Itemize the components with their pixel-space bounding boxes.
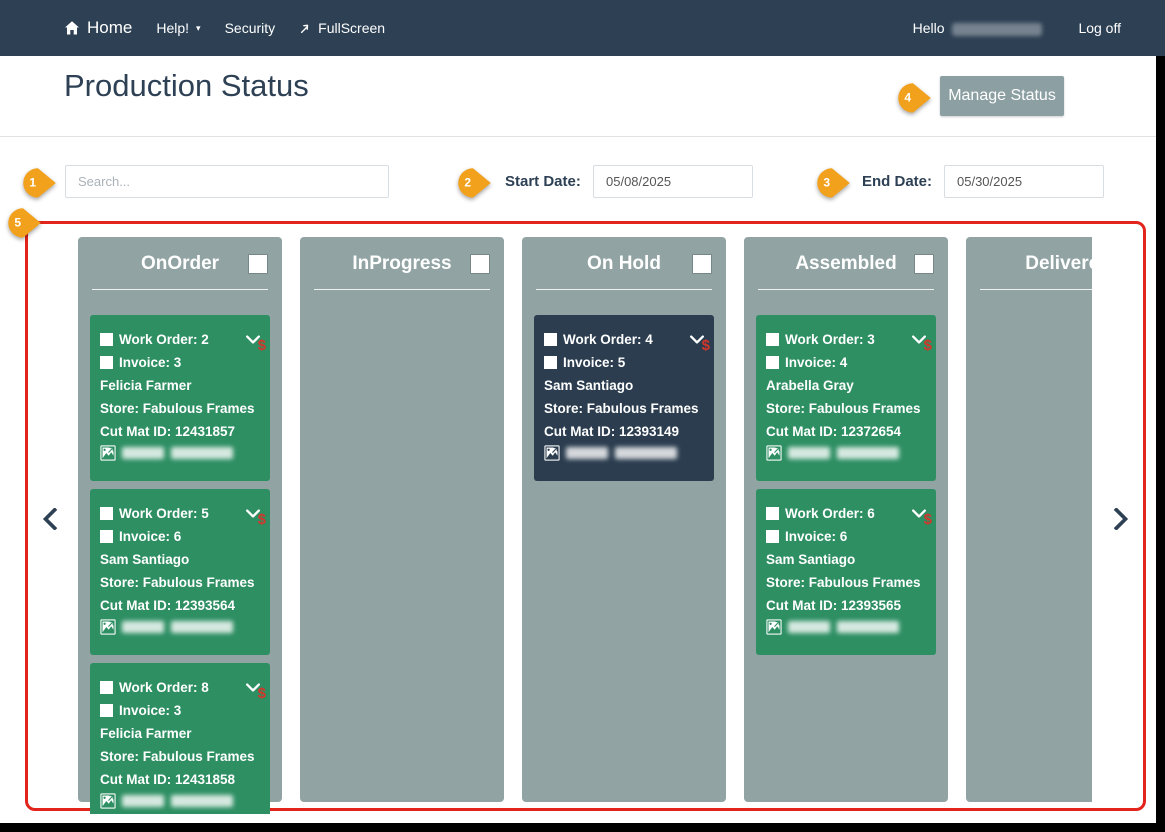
svg-text:3: 3 bbox=[823, 176, 830, 190]
svg-text:4: 4 bbox=[904, 91, 911, 105]
svg-text:5: 5 bbox=[14, 216, 21, 230]
svg-text:2: 2 bbox=[464, 176, 471, 190]
svg-text:1: 1 bbox=[29, 176, 36, 190]
